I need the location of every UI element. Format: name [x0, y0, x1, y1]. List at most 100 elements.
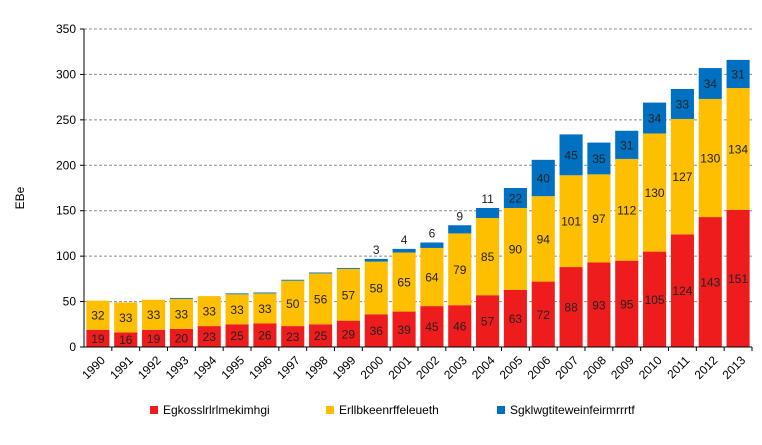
- bar-segment-1-2011: [670, 234, 694, 347]
- bar-segment-3-1997: [281, 279, 305, 281]
- data-label: 22: [509, 191, 523, 205]
- bar-segment-1-2005: [503, 289, 527, 347]
- x-tick-label: 2001: [385, 353, 414, 382]
- data-label: 50: [286, 297, 300, 311]
- data-label: 72: [537, 308, 551, 322]
- bar-segment-1-1992: [142, 329, 166, 347]
- bar-segment-3-2001: [392, 248, 416, 253]
- bar-segment-2-1993: [169, 298, 193, 329]
- bar-segment-2-1999: [336, 268, 360, 321]
- data-label: 33: [203, 305, 217, 319]
- bar-segment-1-1990: [86, 329, 110, 347]
- data-label: 97: [592, 212, 606, 226]
- x-tick-label: 2002: [413, 353, 442, 382]
- data-label: 40: [537, 172, 551, 186]
- data-label: 25: [314, 329, 328, 343]
- data-label: 95: [620, 297, 634, 311]
- bar-segment-2-2006: [531, 196, 555, 282]
- data-label: 31: [620, 138, 634, 152]
- data-label: 33: [230, 303, 244, 317]
- data-label: 124: [672, 284, 692, 298]
- bar-segment-3-2011: [670, 88, 694, 119]
- data-label: 36: [370, 324, 384, 338]
- bar-segment-3-2004: [476, 207, 500, 218]
- data-label: 33: [119, 311, 133, 325]
- bar-segment-1-2002: [420, 306, 444, 347]
- bar-segment-1-2003: [448, 305, 472, 347]
- bar-segment-1-1996: [253, 323, 277, 347]
- bar-segment-2-1995: [225, 294, 249, 325]
- bar-segment-3-1995: [225, 293, 249, 295]
- data-label: 64: [425, 271, 439, 285]
- data-label: 65: [397, 276, 411, 290]
- bar-segment-3-2008: [587, 142, 611, 175]
- legend-swatch-2: [326, 406, 334, 414]
- x-tick-label: 2005: [497, 353, 526, 382]
- x-tick-label: 2000: [358, 353, 387, 382]
- bar-segment-1-2012: [698, 217, 722, 347]
- data-label: 31: [731, 67, 745, 81]
- data-label: 130: [700, 152, 720, 166]
- y-tick-label: 100: [56, 249, 76, 263]
- data-label: 25: [230, 329, 244, 343]
- data-label: 33: [147, 308, 161, 322]
- x-tick-label: 1993: [163, 353, 192, 382]
- data-label: 4: [401, 233, 408, 247]
- bar-segment-2-2005: [503, 207, 527, 290]
- data-label: 56: [314, 292, 328, 306]
- data-label: 79: [453, 263, 467, 277]
- data-label: 85: [481, 250, 495, 264]
- data-label: 9: [456, 209, 463, 223]
- x-tick-label: 2008: [580, 353, 609, 382]
- x-tick-label: 1990: [79, 353, 108, 382]
- data-label: 35: [592, 152, 606, 166]
- bar-segment-1-2008: [587, 262, 611, 347]
- x-tick-label: 2006: [525, 353, 554, 382]
- data-label: 101: [561, 215, 581, 229]
- y-tick-label: 350: [56, 22, 76, 36]
- data-label: 134: [728, 142, 748, 156]
- x-tick-label: 2003: [441, 353, 470, 382]
- bar-segment-3-1993: [169, 297, 193, 299]
- x-tick-label: 1996: [246, 353, 275, 382]
- legend-swatch-3: [497, 406, 505, 414]
- bar-segment-1-1999: [336, 320, 360, 347]
- bar-segment-3-2000: [364, 258, 388, 262]
- data-label: 33: [258, 302, 272, 316]
- data-label: 46: [453, 320, 467, 334]
- data-label: 151: [728, 272, 748, 286]
- data-label: 34: [648, 112, 662, 126]
- bar-segment-1-1994: [197, 326, 221, 347]
- bar-segment-2-2009: [615, 158, 639, 261]
- legend-label-1: Egkosslrlrlmekimhgi: [163, 403, 270, 417]
- x-tick-label: 2010: [636, 353, 665, 382]
- bar-segment-2-2011: [670, 118, 694, 235]
- x-tick-label: 2007: [552, 353, 581, 382]
- legend: Egkosslrlrlmekimhgi Erllbkeenrffeleueth Sg…: [150, 403, 635, 417]
- bar-segment-2-2002: [420, 247, 444, 307]
- bar-segment-1-2004: [476, 295, 500, 347]
- data-label: 88: [564, 301, 578, 315]
- data-label: 58: [370, 281, 384, 295]
- bar-segment-3-1998: [309, 272, 333, 274]
- x-tick-label: 2012: [692, 353, 721, 382]
- bar-segment-3-2012: [698, 68, 722, 99]
- data-label: 23: [203, 330, 217, 344]
- data-label: 45: [564, 148, 578, 162]
- x-tick-label: 2004: [469, 353, 498, 382]
- x-tick-label: 1992: [135, 353, 164, 382]
- legend-swatch-1: [150, 406, 158, 414]
- data-label: 57: [481, 315, 495, 329]
- data-label: 34: [704, 77, 718, 91]
- bar-segment-2-2007: [559, 175, 583, 268]
- data-label: 45: [425, 320, 439, 334]
- y-tick-label: 50: [63, 295, 77, 309]
- data-label: 63: [509, 312, 523, 326]
- bar-segment-2-2008: [587, 174, 611, 263]
- x-tick-label: 1995: [218, 353, 247, 382]
- x-tick-label: 1994: [191, 353, 220, 382]
- bar-segment-2-1996: [253, 293, 277, 324]
- bar-segment-3-2010: [643, 102, 667, 134]
